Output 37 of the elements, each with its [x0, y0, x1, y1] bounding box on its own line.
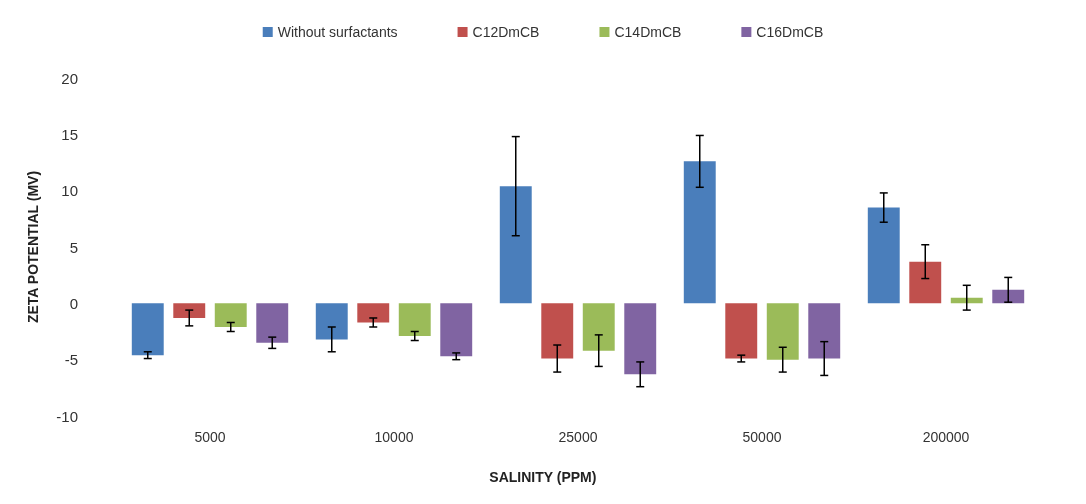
y-tick-label: 10	[61, 182, 78, 200]
bar	[867, 207, 900, 304]
y-tick-label: 20	[61, 69, 78, 87]
x-tick-label: 10000	[374, 429, 414, 445]
x-tick-label: 5000	[194, 429, 226, 445]
bar	[766, 303, 799, 360]
bar	[256, 303, 289, 343]
bar	[808, 303, 841, 359]
bar	[214, 303, 247, 327]
bar	[173, 303, 206, 318]
bar	[683, 161, 716, 304]
bar	[499, 186, 532, 304]
bar	[909, 261, 942, 304]
legend-label: C12DmCB	[472, 24, 540, 40]
y-tick-label: 5	[69, 238, 78, 256]
y-tick-label: -10	[56, 407, 78, 425]
bar	[440, 303, 473, 357]
legend-label: Without surfactants	[277, 24, 398, 40]
legend-label: C16DmCB	[756, 24, 824, 40]
y-tick-label: 0	[69, 294, 78, 312]
bar	[315, 303, 348, 340]
bar	[582, 303, 615, 351]
x-axis-title: SALINITY (PPM)	[489, 469, 597, 485]
bar	[398, 303, 431, 337]
legend-label: C14DmCB	[614, 24, 682, 40]
bar	[131, 303, 164, 356]
x-tick-label: 50000	[742, 429, 782, 445]
x-tick-label: 25000	[558, 429, 598, 445]
bar	[541, 303, 574, 359]
bar	[624, 303, 657, 375]
x-tick-label: 200000	[922, 429, 970, 445]
y-axis-title: ZETA POTENTIAL (MV)	[25, 170, 41, 324]
bar	[357, 303, 390, 323]
bar	[725, 303, 758, 359]
y-tick-label: -5	[64, 351, 78, 369]
bar	[992, 289, 1025, 304]
y-tick-label: 15	[61, 125, 78, 143]
